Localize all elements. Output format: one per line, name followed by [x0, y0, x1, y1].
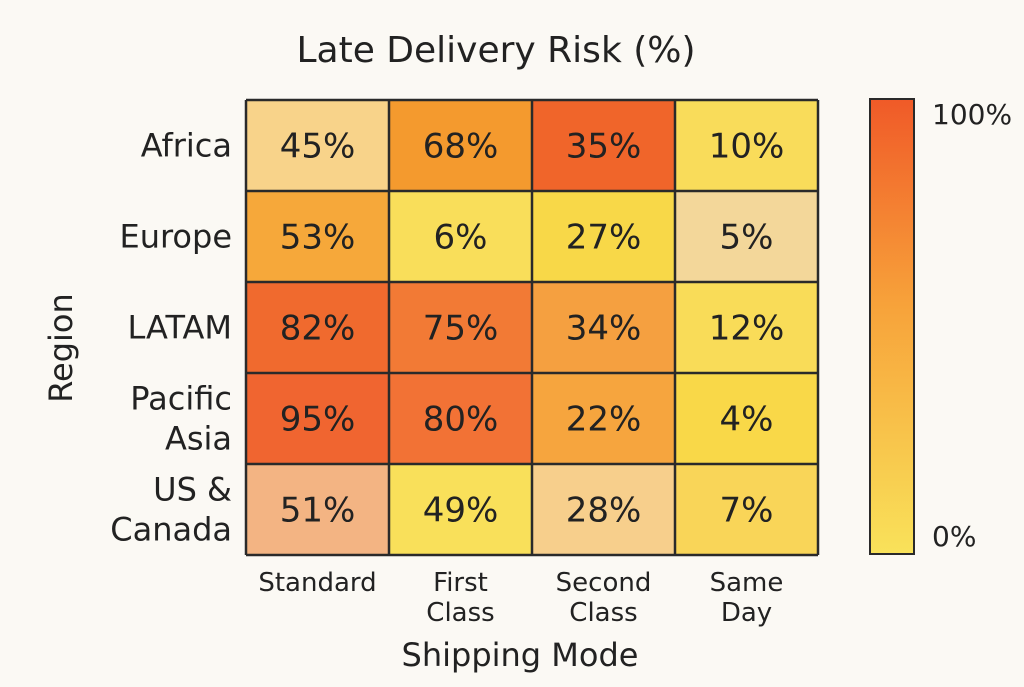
heatmap-cell [675, 373, 818, 464]
heatmap-cell-label: 51% [280, 491, 356, 531]
y-tick-label: LATAM [127, 309, 232, 347]
x-tick-label: Class [569, 598, 637, 628]
heatmap-cell-label: 49% [423, 491, 499, 531]
heatmap-cell-label: 5% [720, 218, 774, 258]
heatmap-cell-label: 34% [566, 309, 642, 349]
y-tick-label: Africa [141, 127, 232, 165]
y-axis-label: Region [42, 293, 80, 403]
y-tick-label: Pacific [130, 380, 232, 418]
heatmap-cells: 45% 68% 35% 10% 53% 6% 27% 5% 82% 75% 34% 12% 95% 80%… [246, 100, 818, 555]
heatmap-cell [532, 373, 675, 464]
heatmap-cell [675, 282, 818, 373]
x-tick-label: Day [721, 598, 772, 628]
y-tick-label: Asia [165, 420, 232, 458]
heatmap-cell [389, 464, 532, 555]
colorbar-min-label: 0% [932, 520, 976, 553]
x-tick-label: Same [710, 568, 784, 598]
heatmap-cell-label: 28% [566, 491, 642, 531]
heatmap-cell-label: 53% [280, 218, 356, 258]
heatmap-cell-label: 45% [280, 127, 356, 167]
x-tick-label: Class [426, 598, 494, 628]
heatmap-cell [389, 282, 532, 373]
heatmap-cell-label: 12% [709, 309, 785, 349]
heatmap-cell-label: 95% [280, 400, 356, 440]
heatmap-cell [246, 464, 389, 555]
colorbar-max-label: 100% [932, 98, 1012, 131]
heatmap-cell [532, 282, 675, 373]
x-tick-label: First [433, 568, 488, 598]
heatmap-cell-label: 10% [709, 127, 785, 167]
heatmap-cell-label: 82% [280, 309, 356, 349]
heatmap-cell [246, 373, 389, 464]
heatmap-cell-label: 68% [423, 127, 499, 167]
heatmap-cell [389, 100, 532, 191]
heatmap-cell [246, 191, 389, 282]
heatmap-cell-label: 27% [566, 218, 642, 258]
heatmap-cell [246, 282, 389, 373]
y-tick-label: US & [153, 471, 232, 509]
heatmap-cell [532, 464, 675, 555]
colorbar [869, 98, 915, 555]
heatmap-cell [675, 464, 818, 555]
y-tick-label: Europe [119, 218, 232, 256]
y-tick-label: Canada [110, 511, 232, 549]
heatmap-cell [246, 100, 389, 191]
x-axis-label: Shipping Mode [402, 636, 639, 674]
x-tick-label: Standard [258, 568, 376, 598]
heatmap-cell-label: 6% [434, 218, 488, 258]
heatmap-cell [675, 191, 818, 282]
heatmap-cell [389, 191, 532, 282]
heatmap-cell [389, 373, 532, 464]
heatmap-cell-label: 80% [423, 400, 499, 440]
heatmap-cell-label: 4% [720, 400, 774, 440]
heatmap-cell-label: 35% [566, 127, 642, 167]
heatmap-cell [532, 191, 675, 282]
heatmap-cell-label: 22% [566, 400, 642, 440]
heatmap-cell [532, 100, 675, 191]
heatmap-grid [244, 98, 820, 557]
heatmap-cell-label: 7% [720, 491, 774, 531]
heatmap-cell-label: 75% [423, 309, 499, 349]
chart-title: Late Delivery Risk (%) [296, 30, 695, 71]
x-tick-label: Second [556, 568, 652, 598]
heatmap-cell [675, 100, 818, 191]
